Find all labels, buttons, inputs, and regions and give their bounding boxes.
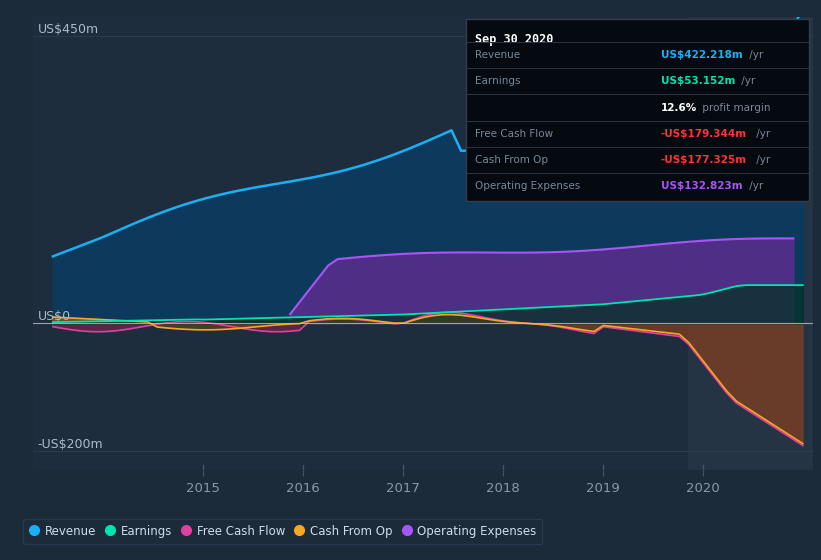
Text: /yr: /yr <box>754 155 771 165</box>
Text: US$132.823m: US$132.823m <box>661 181 742 192</box>
Text: /yr: /yr <box>738 76 755 86</box>
Text: -US$200m: -US$200m <box>38 438 103 451</box>
Bar <box>466 19 809 200</box>
Text: /yr: /yr <box>745 181 763 192</box>
Text: -US$177.325m: -US$177.325m <box>661 155 747 165</box>
Text: Cash From Op: Cash From Op <box>475 155 548 165</box>
Bar <box>688 17 813 470</box>
Text: /yr: /yr <box>745 50 763 60</box>
Legend: Revenue, Earnings, Free Cash Flow, Cash From Op, Operating Expenses: Revenue, Earnings, Free Cash Flow, Cash … <box>23 519 543 544</box>
Text: US$422.218m: US$422.218m <box>661 50 742 60</box>
Text: US$0: US$0 <box>38 310 71 324</box>
Text: Operating Expenses: Operating Expenses <box>475 181 580 192</box>
Text: /yr: /yr <box>754 129 771 139</box>
Text: Free Cash Flow: Free Cash Flow <box>475 129 553 139</box>
Text: -US$179.344m: -US$179.344m <box>661 129 747 139</box>
Text: Sep 30 2020: Sep 30 2020 <box>475 32 553 46</box>
Text: 12.6%: 12.6% <box>661 102 697 113</box>
Text: US$53.152m: US$53.152m <box>661 76 735 86</box>
Text: US$450m: US$450m <box>38 23 99 36</box>
Text: Revenue: Revenue <box>475 50 521 60</box>
Text: profit margin: profit margin <box>699 102 771 113</box>
Text: Earnings: Earnings <box>475 76 521 86</box>
